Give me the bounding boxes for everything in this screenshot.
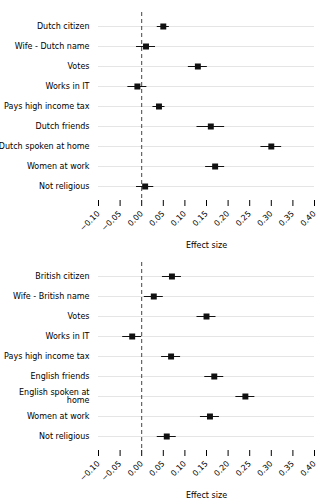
svg-text:Votes: Votes bbox=[68, 62, 90, 71]
svg-text:Dutch citizen: Dutch citizen bbox=[37, 22, 90, 31]
svg-text:English friends: English friends bbox=[31, 372, 90, 381]
svg-text:Works in IT: Works in IT bbox=[45, 332, 89, 341]
svg-text:0.40: 0.40 bbox=[299, 459, 318, 478]
svg-text:0.35: 0.35 bbox=[277, 209, 296, 228]
svg-text:0.25: 0.25 bbox=[234, 459, 253, 478]
svg-text:−0.10: −0.10 bbox=[78, 459, 102, 483]
svg-text:Dutch spoken at home: Dutch spoken at home bbox=[0, 142, 90, 151]
svg-text:0.25: 0.25 bbox=[234, 209, 253, 228]
svg-text:0.10: 0.10 bbox=[169, 209, 188, 228]
svg-text:0.05: 0.05 bbox=[148, 209, 167, 228]
svg-text:Pays high income tax: Pays high income tax bbox=[4, 102, 90, 111]
svg-text:0.30: 0.30 bbox=[256, 459, 275, 478]
svg-text:0.30: 0.30 bbox=[256, 209, 275, 228]
svg-text:Wife - Dutch name: Wife - Dutch name bbox=[15, 42, 90, 51]
svg-text:Dutch friends: Dutch friends bbox=[36, 122, 90, 131]
svg-text:0.05: 0.05 bbox=[148, 459, 167, 478]
svg-text:Women at work: Women at work bbox=[27, 162, 90, 171]
svg-text:Wife - British name: Wife - British name bbox=[13, 292, 90, 301]
svg-text:Works in IT: Works in IT bbox=[45, 82, 89, 91]
svg-text:0.10: 0.10 bbox=[169, 459, 188, 478]
svg-text:−0.10: −0.10 bbox=[78, 209, 102, 233]
svg-text:0.40: 0.40 bbox=[299, 209, 318, 228]
svg-text:Not religious: Not religious bbox=[39, 182, 89, 191]
svg-text:−0.05: −0.05 bbox=[100, 459, 124, 483]
svg-text:−0.05: −0.05 bbox=[100, 209, 124, 233]
svg-text:0.20: 0.20 bbox=[212, 209, 231, 228]
svg-text:0.15: 0.15 bbox=[191, 459, 210, 478]
svg-text:Votes: Votes bbox=[68, 312, 90, 321]
svg-text:0.20: 0.20 bbox=[212, 459, 231, 478]
svg-text:0.15: 0.15 bbox=[191, 209, 210, 228]
svg-text:British citizen: British citizen bbox=[35, 272, 89, 281]
svg-text:Pays high income tax: Pays high income tax bbox=[4, 352, 90, 361]
svg-text:English spoken athome: English spoken athome bbox=[19, 388, 90, 405]
svg-text:Effect size: Effect size bbox=[186, 241, 227, 250]
svg-text:Not religious: Not religious bbox=[39, 432, 89, 441]
svg-text:0.00: 0.00 bbox=[126, 209, 145, 228]
svg-text:Effect size: Effect size bbox=[186, 491, 227, 500]
svg-text:0.35: 0.35 bbox=[277, 459, 296, 478]
svg-text:0.00: 0.00 bbox=[126, 459, 145, 478]
svg-text:Women at work: Women at work bbox=[27, 412, 90, 421]
